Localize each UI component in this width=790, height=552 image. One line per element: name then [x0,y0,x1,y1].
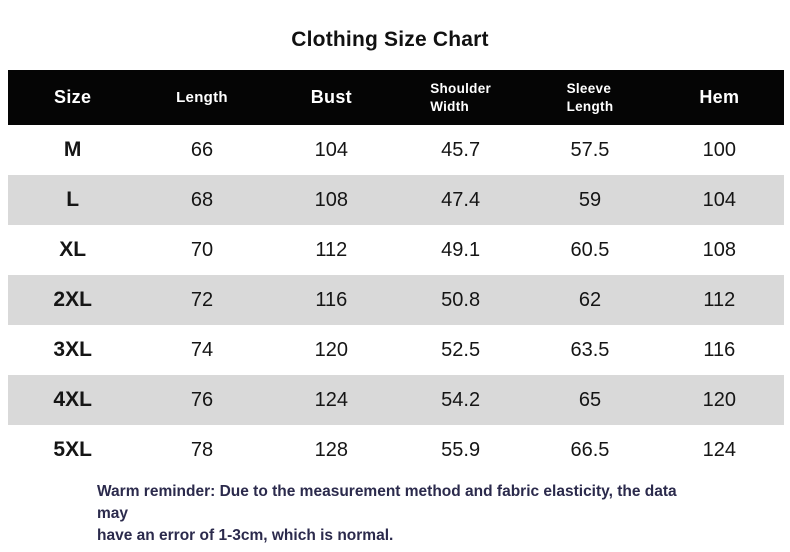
hem-value: 124 [702,438,736,461]
shoulder-width-value: 52.5 [441,338,481,361]
length-value: 72 [190,288,214,311]
sleeve-length-line1: Sleeve [566,80,612,96]
size-label: L [66,188,80,211]
bust-value: 124 [314,388,348,411]
shoulder-width-line2: Width [430,98,470,114]
sleeve-length-value: 66.5 [570,438,610,461]
table-header-row: Size Length Bust Shoulder Width Sleeve L… [8,70,784,125]
shoulder-width-value: 47.4 [441,188,481,211]
table-row-xl: XL 70 112 49.1 60.5 108 [8,225,784,275]
shoulder-width-value: 45.7 [441,138,481,161]
column-header-shoulder-width: Shoulder Width [396,70,525,125]
warm-reminder-note: Warm reminder: Due to the measurement me… [97,481,707,547]
bust-value: 108 [314,188,348,211]
size-label: 5XL [53,438,92,461]
table-row-5xl: 5XL 78 128 55.9 66.5 124 [8,425,784,475]
sleeve-length-value: 60.5 [570,238,610,261]
length-value: 78 [190,438,214,461]
shoulder-width-value: 54.2 [441,388,481,411]
hem-value: 108 [702,238,736,261]
column-header-bust: Bust [310,87,352,107]
column-header-size: Size [54,87,92,107]
size-label: 2XL [53,288,92,311]
column-header-sleeve-length: Sleeve Length [525,70,654,125]
shoulder-width-value: 50.8 [441,288,481,311]
length-value: 68 [190,188,214,211]
table-row-4xl: 4XL 76 124 54.2 65 120 [8,375,784,425]
hem-value: 100 [702,138,736,161]
warm-reminder-line2: have an error of 1-3cm, which is normal. [97,527,394,544]
hem-value: 120 [702,388,736,411]
column-header-hem: Hem [699,87,740,107]
sleeve-length-value: 62 [578,288,602,311]
shoulder-width-value: 49.1 [441,238,481,261]
bust-value: 112 [315,238,348,261]
length-value: 70 [190,238,214,261]
table-row-l: L 68 108 47.4 59 104 [8,175,784,225]
sleeve-length-value: 57.5 [570,138,610,161]
shoulder-width-line1: Shoulder [430,80,492,96]
hem-value: 104 [702,188,736,211]
bust-value: 120 [314,338,348,361]
size-label: 4XL [53,388,92,411]
column-header-length: Length [176,89,228,106]
table-row-2xl: 2XL 72 116 50.8 62 112 [8,275,784,325]
length-value: 74 [190,338,214,361]
size-label: 3XL [53,338,92,361]
bust-value: 116 [315,288,348,311]
warm-reminder-line1: Warm reminder: Due to the measurement me… [97,483,677,522]
shoulder-width-value: 55.9 [441,438,481,461]
sleeve-length-line2: Length [566,98,614,114]
table-row-m: M 66 104 45.7 57.5 100 [8,125,784,175]
size-label: M [63,138,82,161]
sleeve-length-value: 63.5 [570,338,610,361]
sleeve-length-value: 59 [578,188,602,211]
table-row-3xl: 3XL 74 120 52.5 63.5 116 [8,325,784,375]
bust-value: 104 [314,138,348,161]
size-table: Size Length Bust Shoulder Width Sleeve L… [8,70,784,475]
page-title: Clothing Size Chart [291,28,489,51]
bust-value: 128 [314,438,348,461]
sleeve-length-value: 65 [578,388,602,411]
size-label: XL [59,238,87,261]
hem-value: 116 [703,338,736,361]
length-value: 76 [190,388,214,411]
length-value: 66 [190,138,214,161]
hem-value: 112 [703,288,736,311]
